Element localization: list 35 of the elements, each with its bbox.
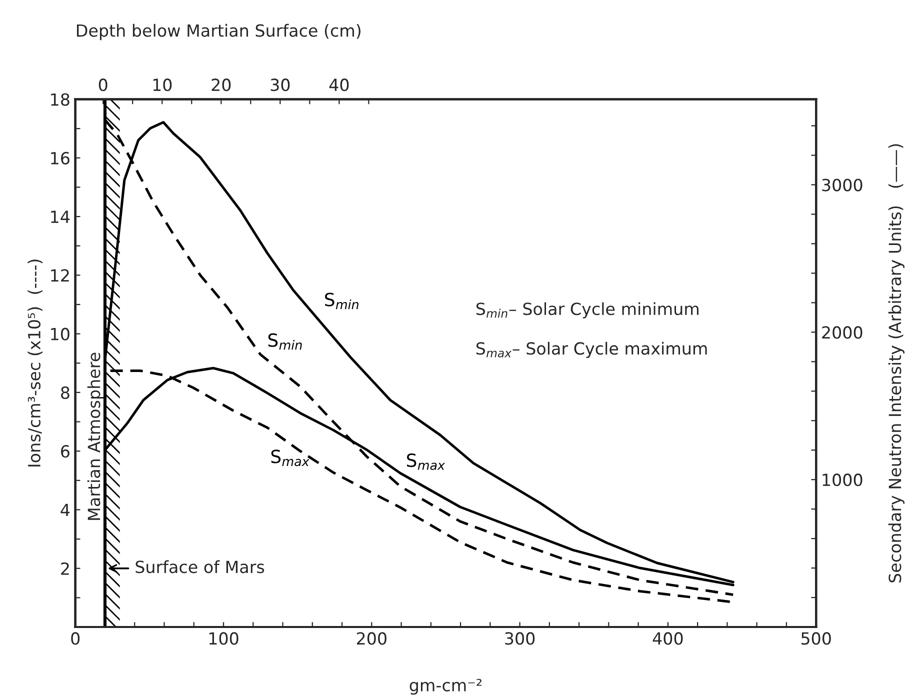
- annotation: S$_{min}$– Solar Cycle minimum: [476, 302, 698, 318]
- y-tick-label: 12: [51, 269, 69, 282]
- y2-tick-label: 2000: [822, 326, 862, 339]
- y2-tick-label: 1000: [822, 474, 862, 486]
- x-tick-label: 500: [801, 632, 831, 645]
- series-label: S$_{min}$: [268, 333, 302, 350]
- x2-axis-title: Depth below Martian Surface (cm): [76, 24, 360, 40]
- y-tick-label: 2: [61, 562, 69, 575]
- y-axis-title: Ions/cm³-sec (x10⁵) (----): [28, 260, 42, 466]
- y-tick-label: 8: [61, 386, 70, 400]
- x2-tick-label: 40: [329, 78, 349, 92]
- y-tick-label: 16: [51, 152, 70, 164]
- y-tick-label: 6: [61, 445, 70, 458]
- x-tick-label: 200: [356, 632, 386, 645]
- series-label: S$_{max}$: [406, 453, 446, 470]
- x-axis-title: gm-cm⁻²: [410, 678, 482, 695]
- y-tick-label: 10: [51, 328, 70, 340]
- x-tick-label: 400: [652, 632, 683, 645]
- y-tick-label: 4: [60, 504, 70, 516]
- x2-tick-label: 20: [212, 78, 231, 92]
- annotation: S$_{max}$– Solar Cycle maximum: [476, 342, 707, 358]
- series-label: S$_{max}$: [271, 450, 310, 466]
- y-tick-label: 18: [51, 93, 70, 106]
- y2-axis-title: Secondary Neutron Intensity (Arbitrary Units) (——): [888, 144, 904, 582]
- x2-tick-label: 10: [153, 78, 172, 92]
- y2-tick-label: 3000: [822, 178, 862, 192]
- ref-line-label: Surface of Mars: [136, 560, 264, 574]
- x-tick-label: 0: [71, 632, 80, 645]
- y-tick-label: 14: [51, 210, 70, 223]
- series-label: S$_{min}$: [325, 292, 358, 310]
- annotation: Martian Atmosphere: [87, 352, 104, 520]
- x2-tick-label: 30: [270, 78, 290, 92]
- x-tick-label: 100: [209, 632, 238, 645]
- x-tick-label: 300: [505, 632, 535, 645]
- x2-tick-label: 0: [98, 78, 108, 92]
